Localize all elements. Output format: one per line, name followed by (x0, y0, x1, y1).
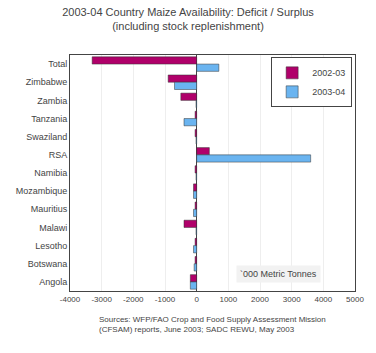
svg-text:Zambia: Zambia (37, 96, 67, 106)
svg-text:0: 0 (194, 295, 199, 304)
svg-text:Mozambique: Mozambique (16, 186, 68, 196)
svg-text:3000: 3000 (283, 295, 301, 304)
svg-text:Swaziland: Swaziland (26, 132, 67, 142)
svg-text:2000: 2000 (251, 295, 269, 304)
svg-text:Total: Total (48, 59, 67, 69)
svg-text:Mauritius: Mauritius (31, 204, 68, 214)
svg-text:2003-04: 2003-04 (312, 87, 345, 97)
svg-text:Malawi: Malawi (39, 223, 67, 233)
svg-text:-1000: -1000 (155, 295, 176, 304)
svg-text:-3000: -3000 (91, 295, 112, 304)
svg-text:2003-04 Country Maize Availabi: 2003-04 Country Maize Availability: Defi… (62, 6, 314, 32)
svg-text:-4000: -4000 (60, 295, 81, 304)
svg-text:2002-03: 2002-03 (312, 68, 345, 78)
svg-text:5000: 5000 (346, 295, 364, 304)
svg-text:RSA: RSA (49, 150, 68, 160)
svg-text:Sources: WFP/FAO Crop and Food: Sources: WFP/FAO Crop and Food Supply As… (99, 315, 326, 334)
svg-text:Lesotho: Lesotho (35, 241, 67, 251)
svg-text:Angola: Angola (39, 277, 67, 287)
svg-text:4000: 4000 (314, 295, 332, 304)
svg-text:Zimbabwe: Zimbabwe (26, 77, 68, 87)
svg-text:Botswana: Botswana (28, 259, 68, 269)
svg-text:Tanzania: Tanzania (31, 114, 67, 124)
svg-text:Namibia: Namibia (34, 168, 67, 178)
svg-text:`000 Metric Tonnes: `000 Metric Tonnes (240, 269, 317, 279)
svg-text:-2000: -2000 (123, 295, 144, 304)
svg-text:1000: 1000 (219, 295, 237, 304)
